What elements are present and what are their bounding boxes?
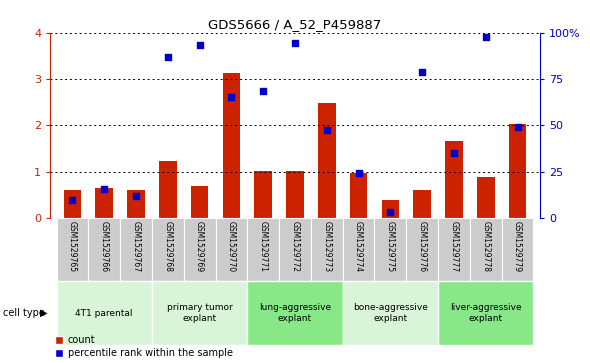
Point: [481, 34, 490, 40]
Point: [132, 193, 141, 199]
Point: [68, 197, 77, 203]
Bar: [191, 186, 208, 218]
Text: GSM1529773: GSM1529773: [322, 221, 332, 272]
Text: liver-aggressive
explant: liver-aggressive explant: [450, 303, 522, 323]
Bar: [96, 188, 113, 218]
Text: primary tumor
explant: primary tumor explant: [167, 303, 232, 323]
Bar: [470, 218, 502, 281]
Bar: [438, 281, 533, 345]
Bar: [127, 190, 145, 218]
Text: GSM1529765: GSM1529765: [68, 221, 77, 272]
Text: GSM1529777: GSM1529777: [450, 221, 458, 272]
Title: GDS5666 / A_52_P459887: GDS5666 / A_52_P459887: [208, 19, 382, 32]
Legend: count, percentile rank within the sample: count, percentile rank within the sample: [55, 335, 232, 358]
Bar: [279, 218, 311, 281]
Text: GSM1529776: GSM1529776: [418, 221, 427, 272]
Bar: [509, 124, 526, 218]
Bar: [318, 103, 336, 218]
Bar: [438, 218, 470, 281]
Bar: [88, 218, 120, 281]
Bar: [343, 281, 438, 345]
Text: GSM1529774: GSM1529774: [354, 221, 363, 272]
Text: GSM1529775: GSM1529775: [386, 221, 395, 272]
Point: [100, 186, 109, 192]
Text: 4T1 parental: 4T1 parental: [76, 309, 133, 318]
Text: GSM1529769: GSM1529769: [195, 221, 204, 272]
Point: [354, 170, 363, 176]
Bar: [152, 281, 247, 345]
Bar: [183, 218, 215, 281]
Point: [322, 127, 332, 133]
Point: [449, 150, 458, 156]
Point: [418, 69, 427, 75]
Bar: [120, 218, 152, 281]
Bar: [407, 218, 438, 281]
Text: GSM1529767: GSM1529767: [132, 221, 140, 272]
Point: [163, 54, 172, 60]
Bar: [215, 218, 247, 281]
Text: GSM1529771: GSM1529771: [258, 221, 268, 272]
Bar: [57, 281, 152, 345]
Point: [513, 125, 522, 130]
Point: [386, 209, 395, 215]
Bar: [57, 218, 88, 281]
Bar: [311, 218, 343, 281]
Text: GSM1529772: GSM1529772: [290, 221, 300, 272]
Text: GSM1529770: GSM1529770: [227, 221, 236, 272]
Bar: [247, 218, 279, 281]
Bar: [343, 218, 375, 281]
Text: GSM1529779: GSM1529779: [513, 221, 522, 272]
Bar: [382, 200, 399, 218]
Bar: [286, 171, 304, 218]
Text: lung-aggressive
explant: lung-aggressive explant: [259, 303, 331, 323]
Text: GSM1529766: GSM1529766: [100, 221, 109, 272]
Text: ▶: ▶: [40, 308, 48, 318]
Bar: [159, 161, 176, 218]
Bar: [350, 173, 368, 218]
Bar: [64, 190, 81, 218]
Bar: [152, 218, 183, 281]
Point: [258, 89, 268, 94]
Text: bone-aggressive
explant: bone-aggressive explant: [353, 303, 428, 323]
Text: cell type: cell type: [3, 308, 45, 318]
Text: GSM1529778: GSM1529778: [481, 221, 490, 272]
Bar: [445, 142, 463, 218]
Bar: [375, 218, 407, 281]
Bar: [247, 281, 343, 345]
Point: [227, 95, 236, 101]
Point: [195, 42, 204, 48]
Bar: [414, 190, 431, 218]
Bar: [254, 171, 272, 218]
Text: GSM1529768: GSM1529768: [163, 221, 172, 272]
Bar: [222, 73, 240, 218]
Bar: [477, 177, 494, 218]
Bar: [502, 218, 533, 281]
Point: [290, 40, 300, 46]
